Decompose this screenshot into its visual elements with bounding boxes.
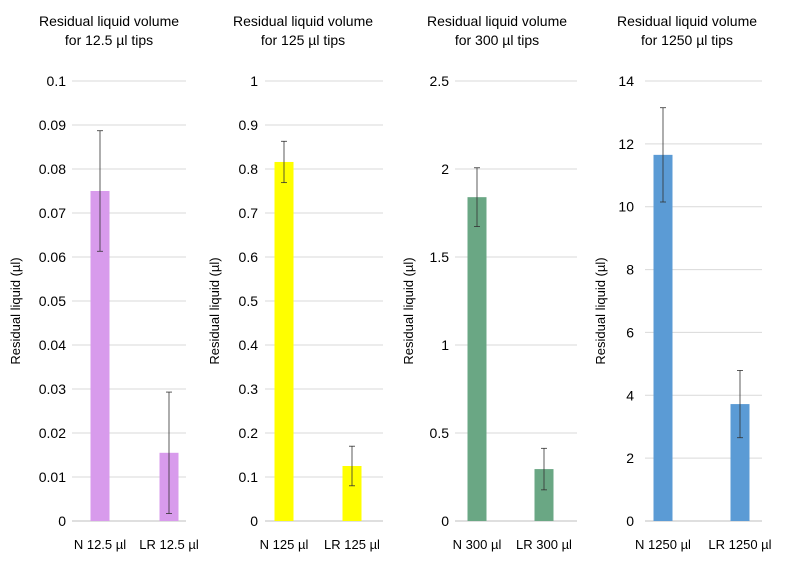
chart-title: Residual liquid volume	[39, 13, 179, 29]
y-tick-label: 0.09	[39, 117, 66, 133]
y-tick-label: 10	[618, 199, 634, 215]
chart-panel-1: Residual liquid volume for 12.5 µl tips 0 0…	[8, 13, 199, 552]
chart-title: Residual liquid volume	[427, 13, 567, 29]
y-tick-label: 12	[618, 136, 634, 152]
bar-n	[90, 191, 110, 521]
chart-panel-4: Residual liquid volume for 1250 µl tips 0 2…	[593, 13, 772, 552]
y-axis-label: Residual liquid (µl)	[8, 257, 23, 364]
y-tick-label: 0	[626, 513, 634, 529]
y-tick-label: 0.2	[239, 425, 259, 441]
x-category-label: LR 1250 µl	[708, 537, 771, 552]
y-tick-label: 2	[626, 450, 634, 466]
chart-title: Residual liquid volume	[617, 13, 757, 29]
y-tick-label: 4	[626, 387, 634, 403]
bar-n	[467, 197, 487, 521]
y-tick-label: 0.5	[430, 425, 450, 441]
y-tick-label: 14	[618, 73, 634, 89]
y-tick-label: 6	[626, 324, 634, 340]
x-category-label: N 125 µl	[260, 537, 309, 552]
y-tick-label: 8	[626, 262, 634, 278]
chart-title: for 12.5 µl tips	[65, 32, 153, 48]
x-category-label: N 1250 µl	[635, 537, 691, 552]
x-category-label: N 12.5 µl	[74, 537, 126, 552]
y-tick-label: 1	[441, 337, 449, 353]
y-tick-label: 0.08	[39, 161, 66, 177]
chart-title: for 125 µl tips	[261, 32, 345, 48]
bar-lr	[534, 469, 554, 521]
y-tick-label: 0.1	[47, 73, 67, 89]
y-tick-label: 2	[441, 161, 449, 177]
y-tick-label: 0.9	[239, 117, 259, 133]
bar-lr	[342, 466, 362, 521]
y-axis-label: Residual liquid (µl)	[207, 257, 222, 364]
y-tick-label: 0.7	[239, 205, 259, 221]
x-category-label: N 300 µl	[453, 537, 502, 552]
y-tick-label: 2.5	[430, 73, 450, 89]
y-tick-label: 0.07	[39, 205, 66, 221]
chart-title: for 1250 µl tips	[641, 32, 733, 48]
y-tick-label: 0.02	[39, 425, 66, 441]
chart-panel-3: Residual liquid volume for 300 µl tips 0 0.…	[401, 13, 577, 552]
x-category-label: LR 12.5 µl	[139, 537, 199, 552]
bar-n	[274, 161, 294, 521]
y-tick-label: 0.6	[239, 249, 259, 265]
y-tick-label: 0.05	[39, 293, 66, 309]
y-tick-label: 0.04	[39, 337, 66, 353]
chart-title: Residual liquid volume	[233, 13, 373, 29]
y-tick-label: 0.01	[39, 469, 66, 485]
y-tick-label: 0	[250, 513, 258, 529]
y-tick-label: 0.3	[239, 381, 259, 397]
y-tick-label: 0.5	[239, 293, 259, 309]
y-tick-label: 1	[250, 73, 258, 89]
y-tick-label: 0	[58, 513, 66, 529]
chart-title: for 300 µl tips	[455, 32, 539, 48]
x-category-label: LR 125 µl	[324, 537, 380, 552]
chart-panel-2: Residual liquid volume for 125 µl tips 0 0.…	[207, 13, 383, 552]
y-tick-label: 0	[441, 513, 449, 529]
y-tick-label: 0.4	[239, 337, 259, 353]
y-tick-label: 0.1	[239, 469, 259, 485]
y-axis-label: Residual liquid (µl)	[401, 257, 416, 364]
y-tick-label: 1.5	[430, 249, 450, 265]
bar-n	[653, 154, 673, 521]
x-category-label: LR 300 µl	[516, 537, 572, 552]
bar-lr	[730, 404, 750, 521]
y-axis-label: Residual liquid (µl)	[593, 257, 608, 364]
y-tick-label: 0.03	[39, 381, 66, 397]
y-tick-label: 0.8	[239, 161, 259, 177]
y-tick-label: 0.06	[39, 249, 66, 265]
